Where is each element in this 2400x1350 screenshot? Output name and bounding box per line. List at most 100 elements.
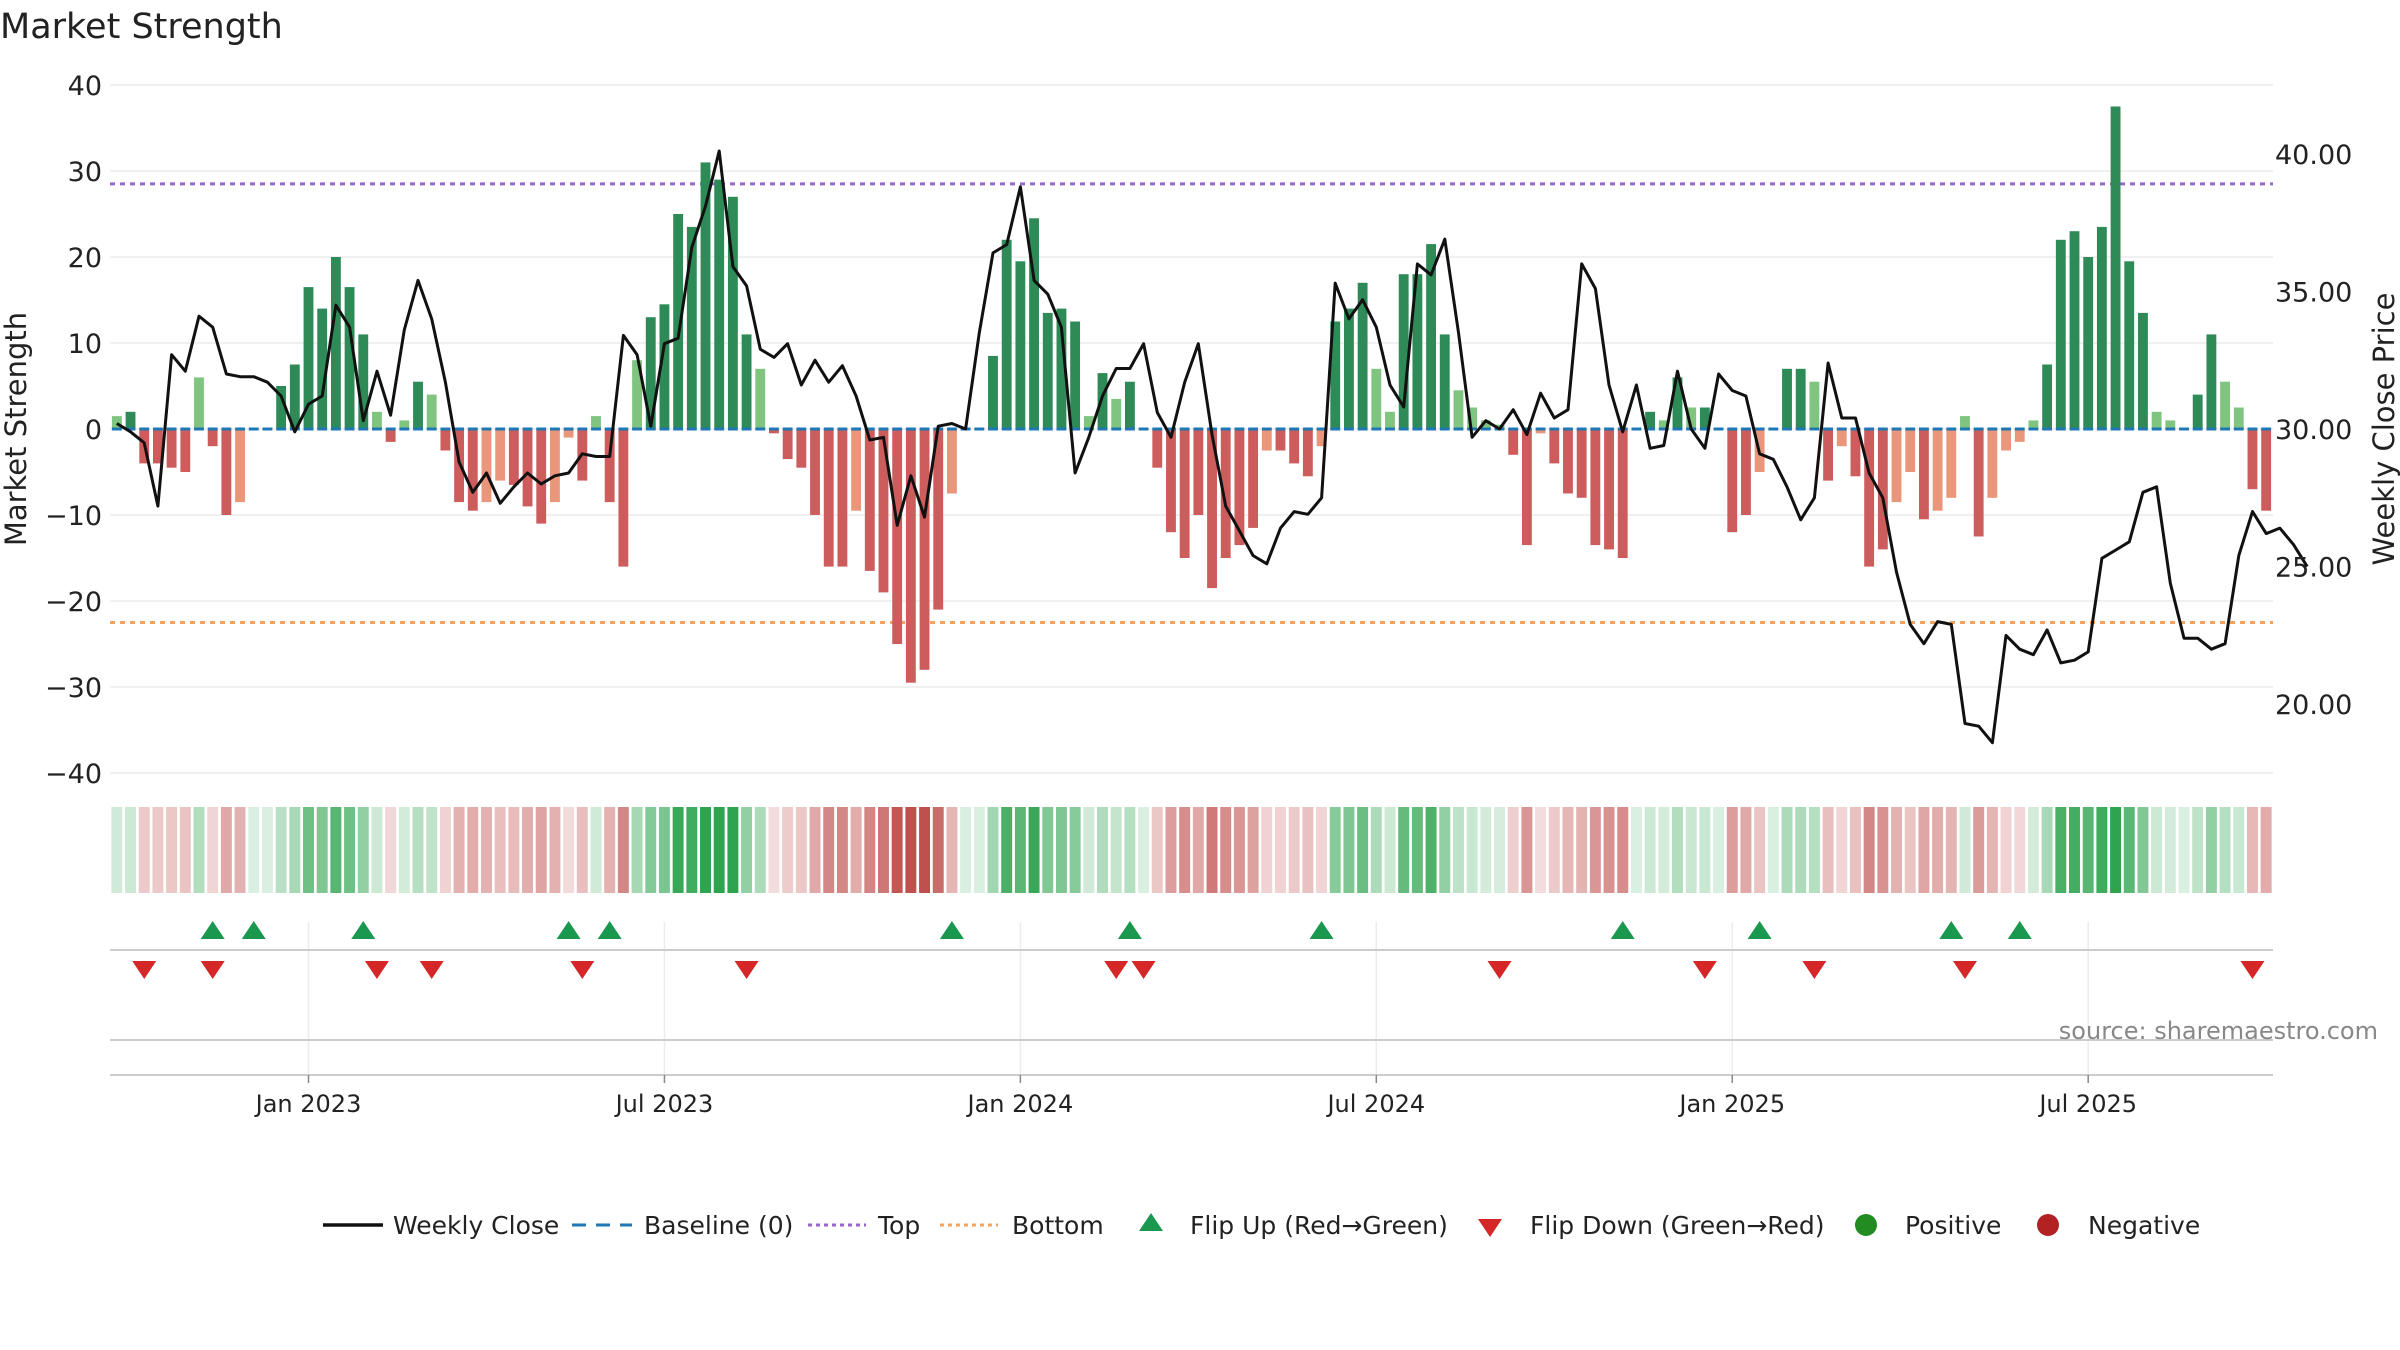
strength-bar	[810, 429, 820, 515]
heat-cell	[850, 807, 862, 893]
flip-marker-panel	[110, 921, 2273, 1076]
heat-cell	[480, 807, 492, 893]
strength-bar	[2096, 226, 2107, 429]
heat-cell	[686, 807, 698, 893]
strength-bar	[495, 429, 506, 481]
flip-down-marker	[1131, 961, 1156, 979]
heat-cell	[1398, 807, 1410, 893]
heat-cell	[494, 807, 506, 893]
strength-bar	[2055, 239, 2066, 429]
heat-cell	[2055, 807, 2067, 893]
strength-bar	[207, 429, 218, 447]
strength-bar	[522, 429, 533, 507]
heat-cell	[2123, 807, 2135, 893]
strength-bar	[2124, 261, 2135, 429]
heat-cell	[2069, 807, 2080, 893]
heat-cell	[508, 807, 520, 893]
heat-cell	[836, 807, 848, 893]
strength-bar	[2233, 407, 2244, 429]
heat-cell	[549, 807, 561, 893]
strength-bar	[1275, 429, 1286, 451]
strength-bar	[2083, 257, 2094, 429]
strength-bar	[549, 429, 560, 503]
strength-bar	[1549, 429, 1560, 464]
strength-bar	[508, 429, 519, 485]
heat-cell	[2260, 807, 2272, 893]
strength-bar	[645, 317, 656, 429]
heat-cell	[2164, 807, 2176, 893]
flip-up-marker	[1747, 921, 1772, 939]
strength-bar	[1453, 390, 1464, 429]
strength-bar	[2220, 381, 2231, 429]
strength-bar	[1385, 411, 1395, 429]
heat-cell	[289, 807, 301, 893]
heat-cell	[946, 807, 958, 893]
legend-swatch-positive	[1855, 1214, 1877, 1236]
strength-bar	[823, 429, 834, 567]
heat-cell	[1808, 807, 1820, 893]
y2-tick-label: 30.00	[2275, 415, 2352, 446]
flip-up-marker	[1939, 921, 1964, 939]
strength-bar	[1932, 429, 1943, 511]
strength-bar	[686, 226, 697, 429]
heat-cell	[371, 807, 383, 893]
heat-cell	[1466, 807, 1478, 893]
strength-bar	[618, 429, 629, 567]
strength-bar	[1905, 429, 1916, 472]
strength-bar	[1124, 381, 1135, 429]
flip-down-marker	[1487, 961, 1512, 979]
heat-cell	[919, 807, 931, 893]
y-axis-label: Market Strength	[0, 312, 33, 546]
strength-bar	[1727, 429, 1738, 533]
heat-cell	[2192, 807, 2204, 893]
strength-bar	[2069, 231, 2080, 429]
heat-cell	[344, 807, 356, 893]
strength-bar	[1152, 429, 1163, 468]
strength-bar	[399, 420, 410, 429]
strength-bar	[563, 429, 574, 438]
strength-bar	[111, 416, 122, 429]
strength-bar	[1398, 274, 1409, 429]
x-tick-label: Jul 2023	[614, 1090, 714, 1118]
heat-cell	[261, 807, 273, 893]
heat-cell	[1452, 807, 1464, 893]
strength-bar	[372, 411, 382, 429]
heat-cell	[1658, 807, 1670, 893]
heat-cell	[1083, 807, 1095, 893]
flip-up-marker	[1610, 921, 1635, 939]
heat-cell	[1302, 807, 1314, 893]
strength-bar	[2261, 429, 2272, 511]
legend: Weekly Close Baseline (0) Top Bottom Fli…	[323, 1211, 2200, 1240]
flip-down-marker	[200, 961, 225, 979]
x-tick-label: Jan 2024	[966, 1090, 1074, 1118]
heat-cell	[2246, 807, 2258, 893]
x-tick-label: Jul 2024	[1325, 1090, 1425, 1118]
flip-up-marker	[1117, 921, 1142, 939]
strength-bar	[1782, 368, 1792, 429]
heat-cell	[2082, 807, 2094, 893]
legend-label-bottom: Bottom	[1012, 1211, 1104, 1240]
heat-cell	[1097, 807, 1108, 893]
heat-cell	[1288, 807, 1300, 893]
heat-cell	[1836, 807, 1848, 893]
strength-heat-strip	[111, 807, 2272, 893]
legend-swatch-negative	[2037, 1214, 2059, 1236]
y2-tick-label: 20.00	[2275, 690, 2352, 721]
y-tick-label: 20	[68, 243, 102, 274]
strength-bar	[1590, 429, 1601, 546]
strength-bar	[1179, 429, 1190, 558]
strength-bar	[1521, 429, 1532, 546]
strength-bar	[1809, 381, 1820, 429]
flip-down-marker	[2240, 961, 2265, 979]
legend-label-flip-down: Flip Down (Green→Red)	[1530, 1211, 1825, 1240]
heat-cell	[125, 807, 137, 893]
heat-cell	[2219, 807, 2231, 893]
flip-up-marker	[939, 921, 964, 939]
heat-cell	[234, 807, 246, 893]
heat-cell	[1932, 807, 1944, 893]
flip-down-marker	[132, 961, 157, 979]
y-tick-label: 0	[85, 415, 102, 446]
flip-down-marker	[1104, 961, 1129, 979]
strength-bar	[2151, 411, 2162, 429]
strength-bar	[1056, 308, 1067, 429]
